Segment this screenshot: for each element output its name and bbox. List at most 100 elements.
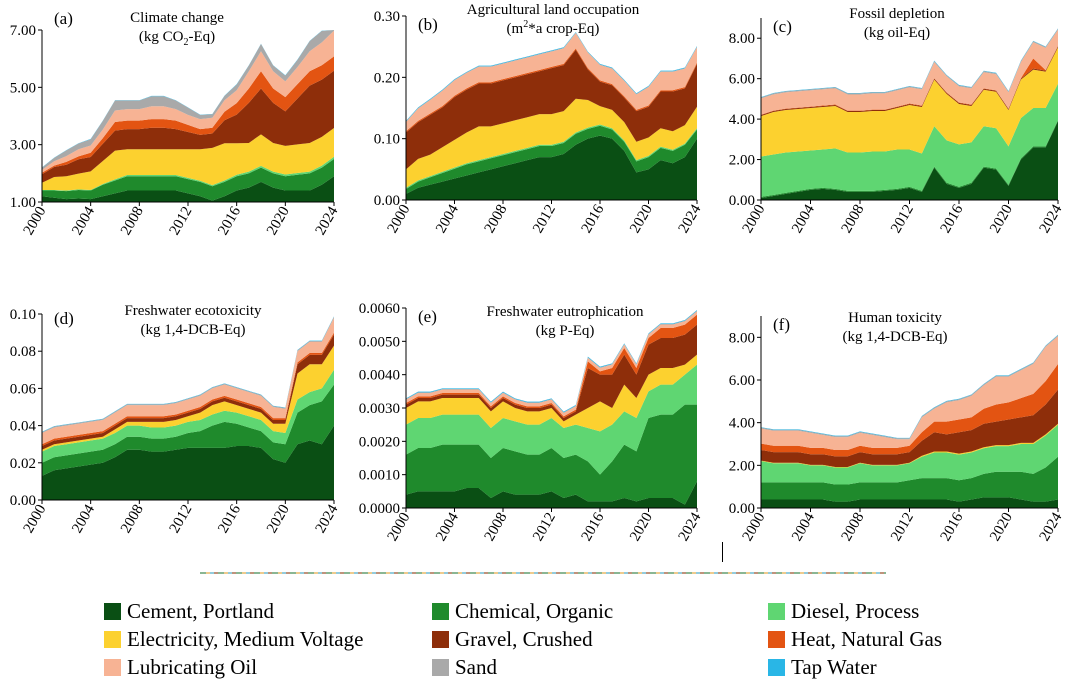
x-tick-label: 2024 bbox=[1037, 510, 1065, 544]
area-lubricating-oil bbox=[42, 30, 334, 173]
x-tick-label: 2024 bbox=[313, 204, 342, 238]
panel-unit: (m2*a crop-Eq) bbox=[507, 19, 600, 37]
area-electricity-medium-voltage bbox=[406, 98, 697, 188]
legend-label: Heat, Natural Gas bbox=[791, 626, 943, 651]
y-tick-label: 2.00 bbox=[729, 153, 755, 169]
y-tick-label: 0.30 bbox=[374, 9, 400, 25]
x-tick-label: 2020 bbox=[264, 502, 293, 536]
y-tick-label: 0.0030 bbox=[359, 401, 400, 417]
panel-title: Climate change bbox=[130, 10, 224, 26]
legend-item-lubricating-oil: Lubricating Oil bbox=[104, 654, 257, 680]
area-heat-natural-gas bbox=[761, 364, 1058, 457]
y-tick-label: 0.02 bbox=[10, 456, 36, 472]
x-tick-label: 2020 bbox=[264, 204, 293, 238]
area-gravel-crushed bbox=[761, 389, 1058, 468]
y-tick-label: 4.00 bbox=[729, 416, 755, 432]
area-diesel-process bbox=[406, 124, 697, 189]
legend-swatch bbox=[104, 630, 121, 648]
y-tick-label: 5.00 bbox=[10, 80, 36, 96]
area-electricity-medium-voltage bbox=[406, 354, 697, 432]
x-tick-label: 2020 bbox=[987, 510, 1016, 544]
panel-e: 0.0000 0.0010 0.0020 0.0030 0.0040 0.0050 0.00… bbox=[359, 301, 705, 544]
y-tick-label: 0.0010 bbox=[359, 468, 400, 484]
y-tick-label: 0.04 bbox=[10, 419, 37, 435]
x-tick-label: 2012 bbox=[888, 202, 917, 236]
legend-item-cement-portland: Cement, Portland bbox=[104, 598, 274, 624]
area-chemical-organic bbox=[406, 404, 697, 505]
y-tick-label: 8.00 bbox=[729, 31, 755, 47]
area-lubricating-oil bbox=[42, 317, 334, 445]
legend-item-sand: Sand bbox=[432, 654, 497, 680]
y-tick-label: 4.00 bbox=[729, 112, 755, 128]
legend-item-tap-water: Tap Water bbox=[768, 654, 877, 680]
y-tick-label: 0.00 bbox=[374, 193, 400, 209]
panel-label: (c) bbox=[773, 17, 792, 36]
area-heat-natural-gas bbox=[406, 48, 697, 133]
panel-label: (e) bbox=[418, 307, 437, 326]
area-lubricating-oil bbox=[761, 29, 1058, 115]
area-chemical-organic bbox=[42, 384, 334, 476]
x-tick-label: 2024 bbox=[676, 202, 705, 236]
y-tick-label: 1.00 bbox=[10, 195, 36, 211]
y-tick-label: 8.00 bbox=[729, 330, 755, 346]
area-heat-natural-gas bbox=[406, 314, 697, 418]
legend-label: Gravel, Crushed bbox=[455, 626, 593, 651]
y-tick-label: 7.00 bbox=[10, 23, 36, 39]
x-tick-label: 2024 bbox=[676, 510, 705, 544]
x-tick-label: 2020 bbox=[627, 202, 656, 236]
x-tick-label: 2012 bbox=[167, 204, 196, 238]
area-electricity-medium-voltage bbox=[761, 47, 1058, 157]
panel-unit: (kg oil-Eq) bbox=[864, 25, 930, 41]
area-cement-portland bbox=[42, 425, 334, 500]
y-tick-label: 0.0000 bbox=[359, 501, 400, 517]
legend: Cement, Portland Chemical, Organic Diesel,… bbox=[0, 596, 1065, 685]
y-tick-label: 2.00 bbox=[729, 458, 755, 474]
x-tick-label: 2012 bbox=[167, 502, 196, 536]
y-tick-label: 0.10 bbox=[374, 132, 400, 148]
legend-swatch bbox=[432, 630, 449, 648]
x-tick-label: 2016 bbox=[938, 510, 967, 544]
area-diesel-process bbox=[761, 424, 1058, 485]
area-lubricating-oil bbox=[761, 336, 1058, 450]
legend-swatch bbox=[432, 602, 449, 620]
area-diesel-process bbox=[761, 83, 1058, 197]
x-tick-label: 2008 bbox=[118, 204, 147, 238]
legend-item-chemical-organic: Chemical, Organic bbox=[432, 598, 613, 624]
area-chemical-organic bbox=[42, 159, 334, 201]
panel-title: Agricultural land occupation bbox=[467, 2, 640, 18]
legend-swatch bbox=[104, 602, 121, 620]
legend-swatch bbox=[104, 658, 121, 676]
x-tick-label: 2004 bbox=[789, 510, 818, 544]
panel-title: Fossil depletion bbox=[849, 6, 945, 22]
x-tick-label: 2004 bbox=[69, 204, 98, 238]
y-tick-label: 0.10 bbox=[10, 307, 36, 323]
legend-swatch bbox=[768, 658, 785, 676]
y-tick-label: 0.00 bbox=[729, 501, 755, 517]
x-tick-label: 2008 bbox=[482, 202, 511, 236]
y-tick-label: 0.0020 bbox=[359, 434, 400, 450]
x-tick-label: 2004 bbox=[789, 202, 818, 236]
x-tick-label: 2004 bbox=[433, 510, 462, 544]
x-tick-label: 2008 bbox=[482, 510, 511, 544]
panel-label: (f) bbox=[773, 315, 790, 334]
x-tick-label: 2020 bbox=[987, 202, 1016, 236]
y-tick-label: 6.00 bbox=[729, 72, 755, 88]
legend-label: Sand bbox=[455, 654, 497, 679]
area-diesel-process bbox=[406, 364, 697, 475]
area-cement-portland bbox=[406, 135, 697, 200]
legend-item-electricity-medium-voltage: Electricity, Medium Voltage bbox=[104, 626, 363, 652]
area-cement-portland bbox=[42, 176, 334, 202]
panel-unit: (kg 1,4-DCB-Eq) bbox=[843, 329, 948, 345]
x-tick-label: 2012 bbox=[530, 510, 559, 544]
x-tick-label: 2016 bbox=[215, 502, 244, 536]
x-tick-label: 2024 bbox=[1037, 202, 1065, 236]
panel-title: Freshwater eutrophication bbox=[486, 304, 644, 320]
y-tick-label: 3.00 bbox=[10, 138, 36, 154]
panel-label: (b) bbox=[418, 15, 438, 34]
legend-item-diesel-process: Diesel, Process bbox=[768, 598, 919, 624]
y-tick-label: 0.0060 bbox=[359, 301, 400, 317]
